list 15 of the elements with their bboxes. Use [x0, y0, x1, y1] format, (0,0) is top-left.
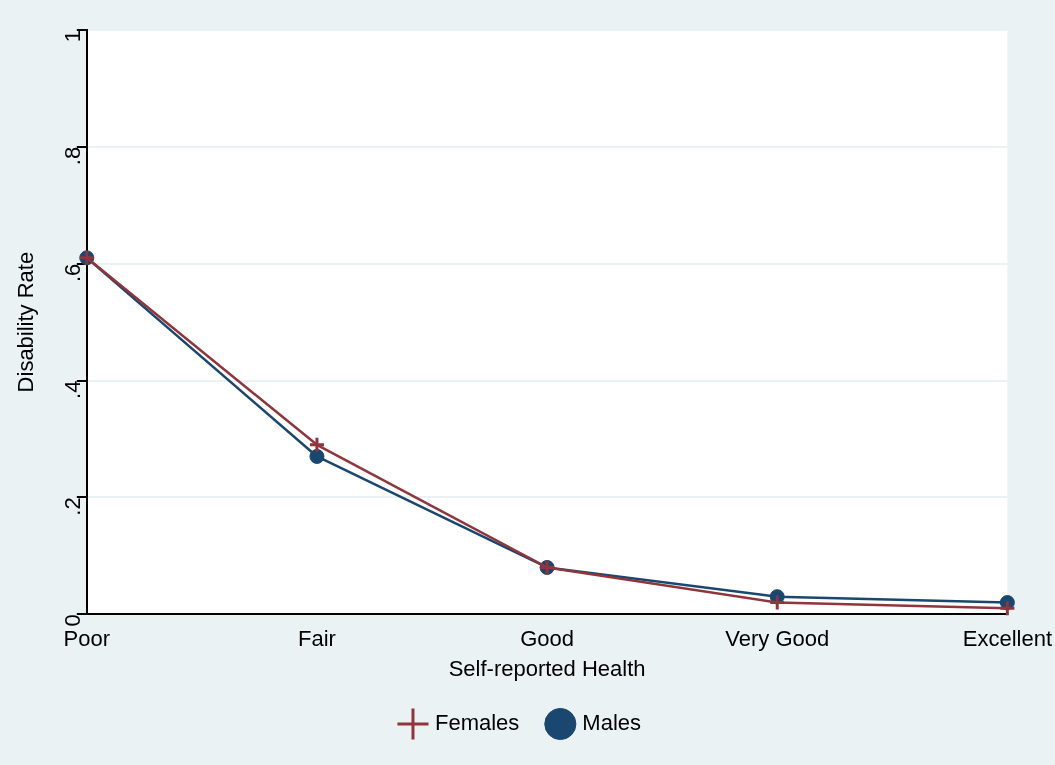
y-tick-label: 1: [59, 30, 85, 43]
y-tick-label: .6: [59, 263, 85, 283]
y-tick-label: 0: [59, 614, 85, 627]
legend-label: Males: [582, 710, 642, 736]
x-axis-title: Self-reported Health: [448, 655, 646, 681]
x-tick-label: Poor: [63, 626, 111, 652]
y-tick-label: .2: [59, 497, 85, 516]
x-tick-label: Fair: [298, 626, 336, 652]
x-tick-label: Excellent: [962, 626, 1053, 652]
y-tick-label: .8: [59, 146, 85, 166]
x-tick-label: Very Good: [725, 626, 830, 652]
y-axis-title: Disability Rate: [13, 251, 39, 393]
y-tick-label: .4: [59, 380, 85, 399]
legend-label: Females: [434, 710, 520, 736]
x-tick-label: Good: [520, 626, 574, 652]
